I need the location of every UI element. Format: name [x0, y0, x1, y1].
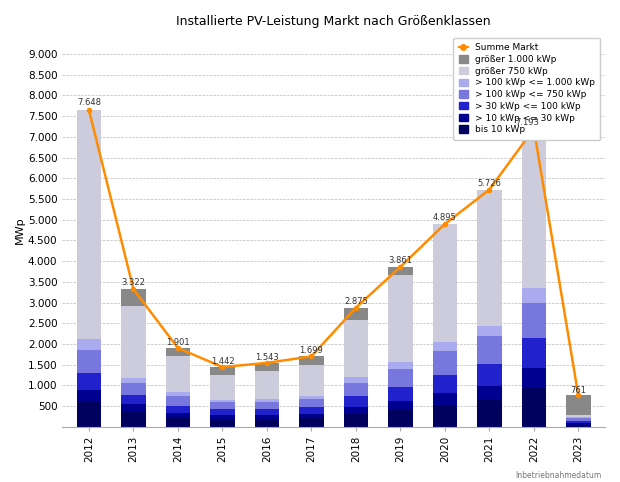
Bar: [166, 413, 190, 418]
Bar: [477, 386, 502, 400]
Bar: [521, 388, 546, 427]
Bar: [210, 409, 234, 415]
Bar: [210, 402, 234, 409]
Bar: [299, 418, 324, 427]
Bar: [433, 393, 457, 405]
Text: 1.901: 1.901: [166, 338, 190, 347]
Bar: [210, 400, 234, 402]
Bar: [477, 336, 502, 364]
Text: 3.861: 3.861: [388, 256, 412, 265]
Text: 7.648: 7.648: [77, 98, 101, 107]
Bar: [166, 406, 190, 413]
Bar: [388, 401, 412, 410]
Bar: [121, 384, 146, 395]
Text: 7.193: 7.193: [515, 118, 539, 127]
Bar: [566, 423, 590, 425]
Bar: [388, 387, 412, 401]
Bar: [521, 338, 546, 368]
Bar: [255, 371, 279, 399]
Bar: [166, 396, 190, 406]
Bar: [477, 325, 502, 336]
Bar: [255, 402, 279, 409]
Text: 4.895: 4.895: [433, 214, 457, 222]
Text: 2.875: 2.875: [344, 297, 368, 306]
Bar: [299, 414, 324, 418]
Bar: [566, 421, 590, 423]
Bar: [343, 308, 368, 320]
Bar: [343, 407, 368, 414]
Bar: [121, 412, 146, 427]
Bar: [77, 390, 101, 402]
Bar: [343, 320, 368, 377]
Bar: [433, 342, 457, 351]
Bar: [121, 404, 146, 412]
Bar: [77, 402, 101, 427]
Bar: [566, 395, 590, 415]
Bar: [566, 417, 590, 418]
Bar: [521, 368, 546, 388]
Bar: [255, 419, 279, 427]
Bar: [299, 365, 324, 396]
Text: 761: 761: [570, 386, 587, 395]
Y-axis label: MWp: MWp: [15, 216, 25, 244]
Bar: [121, 289, 146, 306]
Bar: [388, 362, 412, 369]
Bar: [566, 418, 590, 421]
Bar: [255, 399, 279, 402]
Legend: Summe Markt, größer 1.000 kWp, größer 750 kWp, > 100 kWp <= 1.000 kWp, > 100 kWp: Summe Markt, größer 1.000 kWp, größer 75…: [453, 38, 601, 140]
Bar: [210, 367, 234, 375]
Bar: [210, 419, 234, 427]
Text: 5.726: 5.726: [477, 179, 502, 188]
Bar: [477, 364, 502, 386]
Text: 1.442: 1.442: [211, 357, 234, 366]
Bar: [121, 306, 146, 378]
Bar: [343, 396, 368, 407]
Bar: [343, 414, 368, 427]
Bar: [388, 275, 412, 362]
Bar: [166, 348, 190, 356]
Bar: [299, 396, 324, 399]
Text: 3.322: 3.322: [122, 279, 145, 287]
Bar: [255, 363, 279, 371]
Text: 1.543: 1.543: [255, 352, 279, 362]
Bar: [166, 356, 190, 392]
Bar: [521, 303, 546, 338]
Bar: [521, 129, 546, 288]
Bar: [210, 415, 234, 419]
Bar: [255, 415, 279, 419]
Bar: [299, 399, 324, 407]
Bar: [166, 392, 190, 396]
Bar: [121, 378, 146, 384]
Bar: [121, 395, 146, 404]
Bar: [77, 350, 101, 373]
Bar: [433, 405, 457, 427]
Bar: [477, 400, 502, 427]
Text: 1.699: 1.699: [299, 346, 323, 355]
Bar: [343, 383, 368, 396]
Bar: [77, 110, 101, 339]
Bar: [433, 224, 457, 342]
Bar: [388, 267, 412, 275]
Bar: [255, 409, 279, 415]
Bar: [343, 377, 368, 383]
Bar: [299, 407, 324, 414]
Bar: [566, 425, 590, 427]
Bar: [477, 189, 502, 325]
Bar: [388, 410, 412, 427]
Bar: [566, 415, 590, 417]
Bar: [210, 375, 234, 400]
Bar: [166, 418, 190, 427]
Bar: [433, 375, 457, 393]
Bar: [388, 369, 412, 387]
Bar: [299, 356, 324, 365]
Bar: [77, 339, 101, 350]
Bar: [521, 288, 546, 303]
Bar: [77, 373, 101, 390]
Bar: [433, 351, 457, 375]
Title: Installierte PV-Leistung Markt nach Größenklassen: Installierte PV-Leistung Markt nach Größ…: [176, 15, 491, 28]
Text: Inbetriebnahmedatum: Inbetriebnahmedatum: [515, 470, 601, 480]
